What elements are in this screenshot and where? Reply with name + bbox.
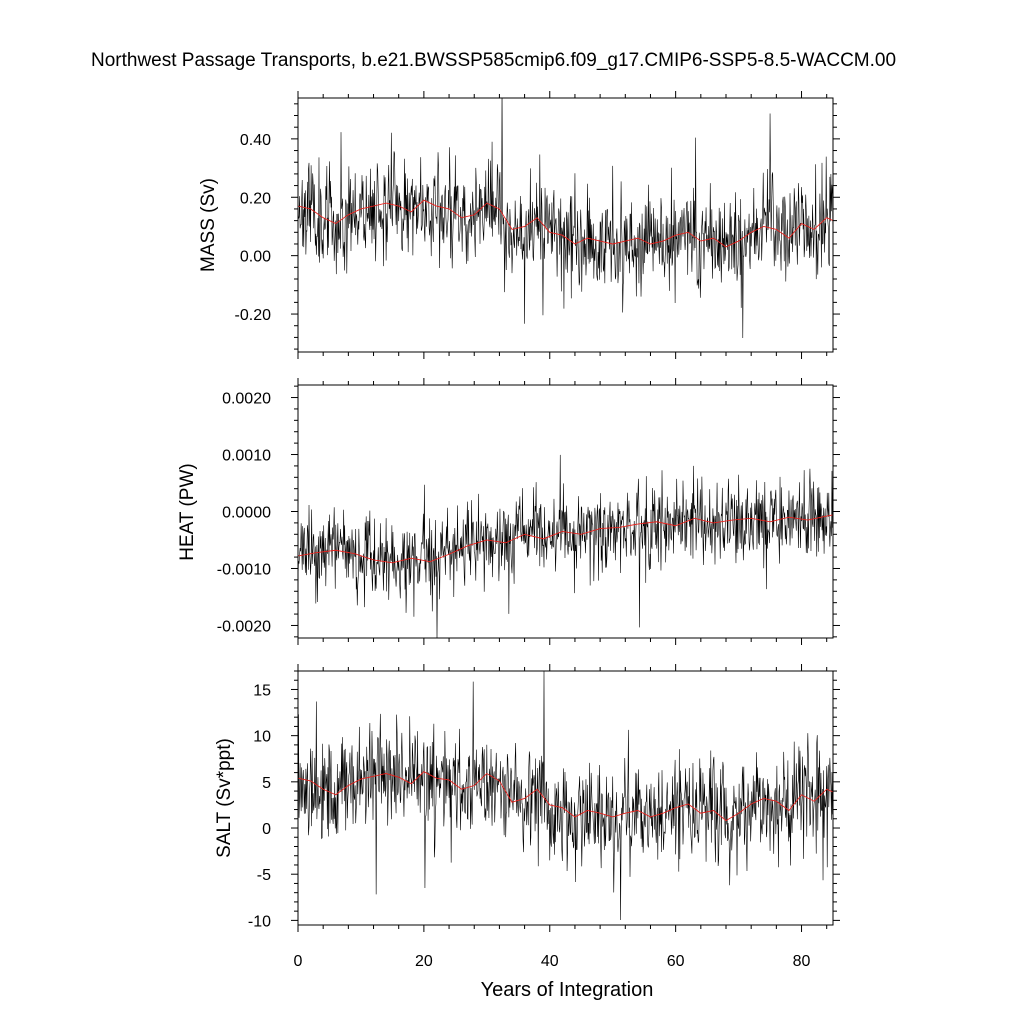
x-tick-label: 20 [415,953,433,970]
salt-y-tick-label: -10 [248,913,271,930]
x-tick-label: 60 [667,953,685,970]
heat-y-tick-label: -0.0020 [217,618,271,635]
salt-y-tick-label: 0 [262,821,271,838]
salt-panel: SALT (Sv*ppt) -10 -5 0 5 10 15 0 20 40 60 80 [214,664,840,970]
heat-y-tick-label: 0.0020 [222,391,271,408]
mass-ylabel: MASS (Sv) [198,178,219,272]
salt-plot-frame [297,670,834,926]
mass-y-tick-label: 0.20 [240,190,271,207]
heat-y-tick-label: 0.0010 [222,448,271,465]
mass-y-tick-label: 0.00 [240,249,271,266]
salt-ylabel: SALT (Sv*ppt) [214,738,235,858]
mass-panel: MASS (Sv) -0.20 0.00 0.20 0.40 [198,91,840,359]
x-axis-label: Years of Integration [481,979,654,1001]
x-tick-label: 40 [541,953,559,970]
mass-y-tick-label: -0.20 [235,307,272,324]
heat-raw-series-line [298,454,833,638]
mass-smoothed-series-line [298,199,833,248]
salt-y-tick-label: -5 [257,867,271,884]
mass-y-tick-label: 0.40 [240,132,271,149]
heat-ylabel: HEAT (PW) [177,463,198,560]
salt-smoothed-series-line [298,771,833,822]
salt-y-tick-label: 10 [253,729,271,746]
heat-y-tick-label: -0.0010 [217,561,271,578]
heat-smoothed-series-line [298,514,833,564]
heat-panel: HEAT (PW) -0.0020 -0.0010 0.0000 0.0010 0.00… [177,378,840,645]
mass-raw-series-line [298,98,833,338]
x-tick-label: 0 [294,953,303,970]
salt-y-tick-label: 15 [253,682,271,699]
salt-raw-series-line [298,671,833,921]
figure-title: Northwest Passage Transports, b.e21.BWSS… [91,50,896,71]
heat-y-tick-label: 0.0000 [222,505,271,522]
x-tick-label: 80 [793,953,811,970]
mass-plot-frame [297,97,834,353]
salt-y-tick-label: 5 [262,775,271,792]
